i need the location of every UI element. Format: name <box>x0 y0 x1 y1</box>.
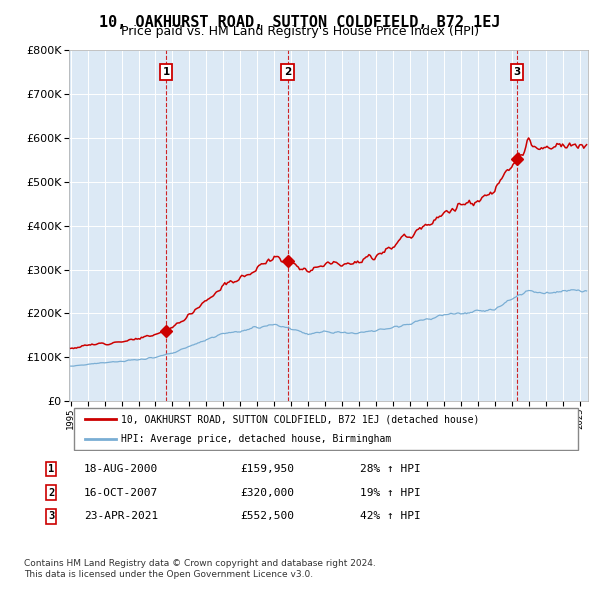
Text: 19% ↑ HPI: 19% ↑ HPI <box>360 488 421 497</box>
Text: 10, OAKHURST ROAD, SUTTON COLDFIELD, B72 1EJ (detached house): 10, OAKHURST ROAD, SUTTON COLDFIELD, B72… <box>121 415 479 424</box>
Text: 3: 3 <box>48 512 54 521</box>
Text: 1: 1 <box>163 67 170 77</box>
Text: Contains HM Land Registry data © Crown copyright and database right 2024.: Contains HM Land Registry data © Crown c… <box>24 559 376 568</box>
Text: 23-APR-2021: 23-APR-2021 <box>84 512 158 521</box>
Text: 16-OCT-2007: 16-OCT-2007 <box>84 488 158 497</box>
Text: £552,500: £552,500 <box>240 512 294 521</box>
Text: 42% ↑ HPI: 42% ↑ HPI <box>360 512 421 521</box>
FancyBboxPatch shape <box>74 408 578 451</box>
Text: £320,000: £320,000 <box>240 488 294 497</box>
Text: 3: 3 <box>514 67 521 77</box>
Text: 2: 2 <box>284 67 291 77</box>
Text: Price paid vs. HM Land Registry's House Price Index (HPI): Price paid vs. HM Land Registry's House … <box>121 25 479 38</box>
Text: £159,950: £159,950 <box>240 464 294 474</box>
Text: This data is licensed under the Open Government Licence v3.0.: This data is licensed under the Open Gov… <box>24 571 313 579</box>
Text: 1: 1 <box>48 464 54 474</box>
Text: HPI: Average price, detached house, Birmingham: HPI: Average price, detached house, Birm… <box>121 434 391 444</box>
Text: 18-AUG-2000: 18-AUG-2000 <box>84 464 158 474</box>
Text: 2: 2 <box>48 488 54 497</box>
Text: 10, OAKHURST ROAD, SUTTON COLDFIELD, B72 1EJ: 10, OAKHURST ROAD, SUTTON COLDFIELD, B72… <box>99 15 501 30</box>
Text: 28% ↑ HPI: 28% ↑ HPI <box>360 464 421 474</box>
